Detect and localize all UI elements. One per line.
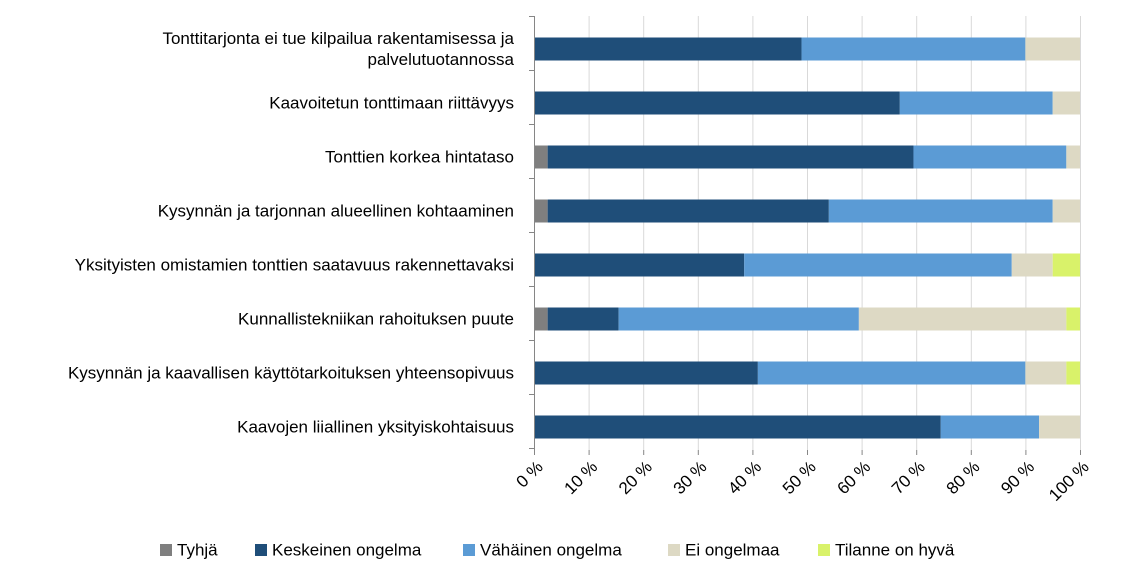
bar-segment <box>1066 361 1080 385</box>
x-tick-label: 70 % <box>888 457 929 498</box>
bar-segment <box>1052 199 1080 223</box>
bar-segment <box>858 307 1067 331</box>
category-label: Kunnallistekniikan rahoituksen puute <box>238 310 514 329</box>
bar-segment <box>534 307 548 331</box>
bar-segment <box>1066 145 1080 169</box>
bar-segment <box>534 253 745 277</box>
category-label: Tonttien korkea hintataso <box>325 148 514 167</box>
legend-label: Vähäinen ongelma <box>480 541 622 560</box>
bar-segment <box>1039 415 1080 439</box>
x-tick-labels: 0 % 10 % 20 % 30 % 40 % 50 % 60 % 70 % 80 % 90 % 1… <box>513 457 1093 505</box>
bar-segment <box>534 415 941 439</box>
x-tick-label: 10 % <box>560 457 601 498</box>
x-tick-label: 30 % <box>670 457 711 498</box>
category-label: Kysynnän ja kaavallisen käyttötarkoituks… <box>68 364 514 383</box>
legend-swatch <box>160 544 172 556</box>
x-tick-label: 50 % <box>779 457 820 498</box>
bar-segment <box>1011 253 1053 277</box>
legend-label: Keskeinen ongelma <box>272 541 422 560</box>
bar-segment <box>547 199 829 223</box>
legend-label: Tilanne on hyvä <box>835 541 955 560</box>
bar-segment <box>1025 37 1080 61</box>
x-tick-label: 0 % <box>513 457 547 491</box>
bar-segments <box>534 37 1080 439</box>
bar-segment <box>801 37 1026 61</box>
x-tick-label: 60 % <box>833 457 874 498</box>
category-label: palvelutuotannossa <box>367 50 514 69</box>
bar-segment <box>899 91 1053 115</box>
bar-segment <box>547 307 619 331</box>
bar-segment <box>744 253 1012 277</box>
gridlines <box>529 16 1081 455</box>
bar-segment <box>534 37 802 61</box>
category-label: Kaavojen liiallinen yksityiskohtaisuus <box>237 418 514 437</box>
bar-segment <box>534 361 758 385</box>
bar-segment <box>1066 307 1080 331</box>
bar-segment <box>547 145 914 169</box>
x-tick-label: 20 % <box>615 457 656 498</box>
legend: Tyhjä Keskeinen ongelma Vähäinen ongelma Ei… <box>160 541 955 560</box>
x-tick-label: 40 % <box>724 457 765 498</box>
category-label: Yksityisten omistamien tonttien saatavuu… <box>75 256 514 275</box>
legend-label: Tyhjä <box>177 541 218 560</box>
bar-segment <box>828 199 1053 223</box>
bar-segment <box>1052 91 1080 115</box>
legend-swatch <box>463 544 475 556</box>
x-tick-label: 100 % <box>1045 457 1093 505</box>
legend-swatch <box>818 544 830 556</box>
x-tick-label: 80 % <box>943 457 984 498</box>
bar-segment <box>1052 253 1080 277</box>
x-tick-label: 90 % <box>997 457 1038 498</box>
bar-segment <box>757 361 1026 385</box>
bar-segment <box>534 91 900 115</box>
bar-segment <box>1025 361 1067 385</box>
bar-segment <box>913 145 1067 169</box>
category-label: Kaavoitetun tonttimaan riittävyys <box>269 94 514 113</box>
legend-swatch <box>668 544 680 556</box>
legend-swatch <box>255 544 267 556</box>
bar-segment <box>534 199 548 223</box>
bar-segment <box>940 415 1040 439</box>
bar-segment <box>534 145 548 169</box>
bar-segment <box>618 307 859 331</box>
category-label: Kysynnän ja tarjonnan alueellinen kohtaa… <box>158 202 514 221</box>
category-labels: Tonttitarjonta ei tue kilpailua rakentam… <box>68 29 515 437</box>
legend-label: Ei ongelmaa <box>685 541 780 560</box>
category-label: Tonttitarjonta ei tue kilpailua rakentam… <box>162 29 514 48</box>
